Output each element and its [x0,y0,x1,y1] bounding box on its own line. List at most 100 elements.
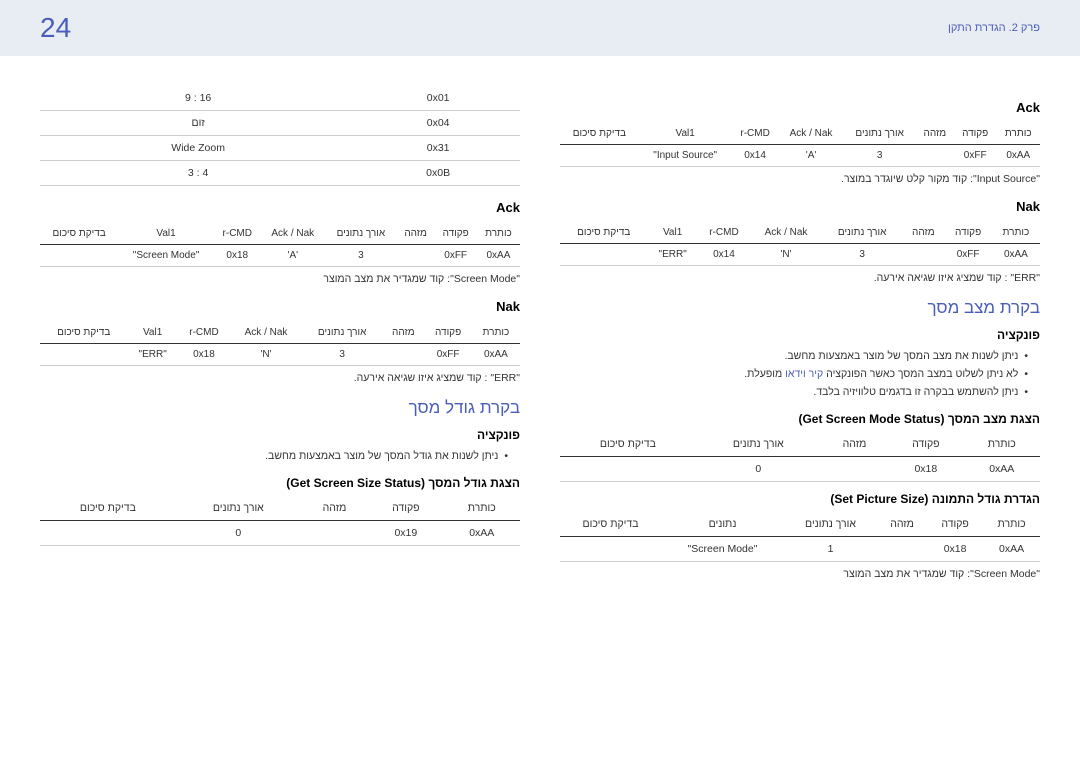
th: Ack / Nak [261,223,325,245]
td: Wide Zoom [40,136,356,161]
th: כותרת [992,222,1040,244]
nak-table-right: כותרת פקודה מזהה אורך נתונים Ack / Nak r… [560,222,1040,266]
th: אורך נתונים [325,223,397,245]
td [382,344,424,366]
nak-table-left: כותרת פקודה מזהה אורך נתונים Ack / Nak r… [40,322,520,366]
set-pic-note: "Screen Mode": קוד שמגדיר את מצב המוצר [560,568,1040,580]
td: 'N' [750,244,822,266]
td: 'N' [230,344,302,366]
th: כותרת [964,432,1041,457]
th: פקודה [944,222,991,244]
td: "ERR" [127,344,177,366]
td [877,536,927,561]
th: פקודה [424,322,471,344]
td: 3 [302,344,382,366]
td [40,344,127,366]
th: Val1 [647,222,697,244]
bullet: ניתן להשתמש בבקרה זו בדגמים טלוויזיה בלב… [560,384,1028,402]
th: פקודה [954,123,997,145]
nak-heading-left: Nak [40,299,520,314]
td: 0x14 [732,145,779,167]
th: כותרת [983,512,1040,537]
th: אורך נתונים [822,222,902,244]
th: r-CMD [178,322,230,344]
size-ctrl-title: בקרת גודל מסך [40,398,520,418]
content-area: Ack כותרת פקודה מזהה אורך נתונים Ack / N… [0,56,1080,616]
td: 0xFF [434,245,476,267]
get-mode-heading: הצגת מצב המסך (Get Screen Mode Status) [560,412,1040,426]
th: מזהה [397,223,435,245]
th: Ack / Nak [230,322,302,344]
td [560,456,696,481]
get-mode-table: כותרת פקודה מזהה אורך נתונים בדיקת סיכום… [560,432,1040,482]
page-number: 24 [40,12,71,44]
td: 3 [843,145,915,167]
td [821,456,888,481]
th: אורך נתונים [784,512,877,537]
td: 0 [176,520,301,545]
right-column: Ack כותרת פקודה מזהה אורך נתונים Ack / N… [560,86,1040,586]
func-heading-left: פונקציה [40,428,520,442]
td: 0x18 [927,536,983,561]
text: מופעלת. [744,368,785,380]
th: בדיקת סיכום [40,322,127,344]
td [397,245,435,267]
td: 0xFF [944,244,991,266]
td: 3 [822,244,902,266]
th: מזהה [301,496,368,521]
set-pic-table: כותרת פקודה מזהה אורך נתונים נתונים בדיק… [560,512,1040,562]
th: r-CMD [732,123,779,145]
td [902,244,944,266]
nak-note: "ERR" : קוד שמציג איזו שגיאה אירעה. [560,272,1040,284]
th: Val1 [127,322,177,344]
th: אורך נתונים [843,123,915,145]
ack-table-right: כותרת פקודה מזהה אורך נתונים Ack / Nak r… [560,123,1040,167]
page-header: פרק 2. הגדרת התקן 24 [0,0,1080,56]
td: 0xFF [424,344,471,366]
th: כותרת [444,496,521,521]
td: 0 [696,456,821,481]
td: "Input Source" [639,145,732,167]
screen-status-title: בקרת מצב מסך [560,298,1040,318]
bullet: ניתן לשנות את גודל המסך של מוצר באמצעות … [40,448,508,466]
td: 0x18 [888,456,963,481]
td [301,520,368,545]
bullet: לא ניתן לשלוט במצב המסך כאשר הפונקציה קי… [560,366,1028,384]
th: Val1 [639,123,732,145]
td: 16 : 9 [40,86,356,111]
th: פקודה [434,223,476,245]
td [560,145,639,167]
chapter-label: פרק 2. הגדרת התקן [948,22,1040,34]
th: מזהה [877,512,927,537]
th: אורך נתונים [696,432,821,457]
func-bullets-left: ניתן לשנות את גודל המסך של מוצר באמצעות … [40,448,520,466]
th: בדיקת סיכום [560,222,647,244]
td: 0x19 [368,520,443,545]
td [40,245,118,267]
td: "Screen Mode" [118,245,214,267]
td: 0x18 [178,344,230,366]
td: 'A' [261,245,325,267]
func-heading: פונקציה [560,328,1040,342]
set-pic-heading: הגדרת גודל התמונה (Set Picture Size) [560,492,1040,506]
th: אורך נתונים [176,496,301,521]
td [560,244,647,266]
td: 'A' [779,145,844,167]
th: מזהה [916,123,954,145]
th: בדיקת סיכום [560,432,696,457]
th: Ack / Nak [779,123,844,145]
td: 0x01 [356,86,520,111]
td: 0xAA [964,456,1041,481]
td: 0xAA [997,145,1040,167]
th: בדיקת סיכום [560,512,661,537]
td: 0xFF [954,145,997,167]
td: 0x31 [356,136,520,161]
td: 4 : 3 [40,161,356,186]
th: כותרת [472,322,520,344]
th: נתונים [661,512,784,537]
th: כותרת [997,123,1040,145]
nak-note-left: "ERR" : קוד שמציג איזו שגיאה אירעה. [40,372,520,384]
text: לא ניתן לשלוט במצב המסך כאשר הפונקציה [823,368,1018,380]
td: 0xAA [444,520,521,545]
td [916,145,954,167]
